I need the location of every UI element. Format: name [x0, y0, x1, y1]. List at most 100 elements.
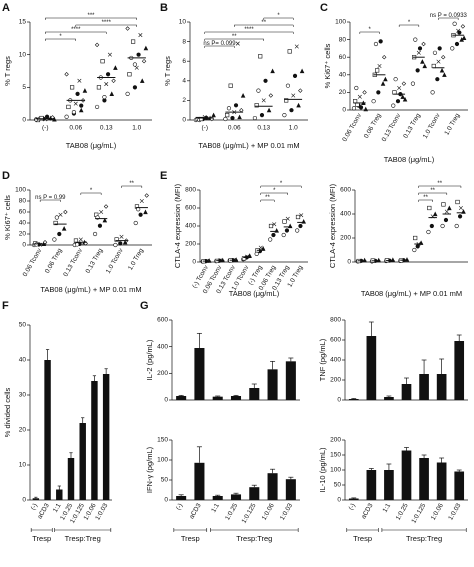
- group-bracket: [30, 528, 53, 532]
- y-tick-label: 30: [19, 392, 27, 399]
- point: [272, 222, 277, 227]
- point: [400, 94, 405, 99]
- point: [78, 107, 84, 113]
- point: [376, 90, 381, 95]
- y-tick-label: 80: [19, 198, 27, 205]
- significance-label: ***: [87, 13, 95, 19]
- point: [132, 62, 138, 67]
- point: [256, 88, 261, 93]
- significance-bracket: [45, 38, 76, 41]
- bar: [401, 450, 412, 500]
- point: [199, 116, 204, 122]
- y-tick-label: 100: [157, 457, 168, 464]
- point: [455, 199, 460, 205]
- point: [263, 78, 268, 83]
- y-tick-label: 200: [157, 370, 168, 377]
- point: [458, 205, 463, 211]
- y-axis-label: IFN-γ (pg/mL): [145, 446, 154, 493]
- x-axis-label: TAB08 (μg/mL): [229, 289, 280, 298]
- point: [377, 63, 382, 69]
- x-tick-label: 0.13 Tconv: [381, 112, 403, 143]
- point: [296, 102, 301, 108]
- y-tick-label: 50: [19, 322, 27, 329]
- point: [362, 90, 367, 95]
- point: [432, 50, 438, 55]
- point: [71, 110, 77, 115]
- x-tick-label: aCD3: [36, 502, 51, 520]
- point: [440, 54, 446, 60]
- x-tick-label: 0.13: [257, 125, 270, 132]
- point: [421, 41, 426, 47]
- bar: [348, 399, 359, 400]
- x-tick-label: 0.06 Treg: [363, 112, 383, 140]
- point: [225, 113, 230, 118]
- point: [284, 98, 289, 103]
- y-tick-label: 60: [19, 209, 27, 216]
- y-axis-label: IL-2 (pg/mL): [145, 339, 154, 380]
- point: [371, 99, 376, 104]
- y-tick-label: 0: [22, 497, 26, 504]
- point: [363, 106, 369, 112]
- group-label: Tresp: [32, 534, 51, 543]
- bar: [454, 471, 465, 500]
- point: [295, 228, 300, 233]
- point: [429, 223, 434, 229]
- y-tick-label: 15: [19, 19, 27, 26]
- bar: [249, 487, 260, 500]
- significance-bracket: [75, 24, 137, 27]
- point: [52, 116, 57, 122]
- significance-bracket: [45, 31, 107, 34]
- point: [383, 76, 388, 82]
- significance-bracket: [204, 31, 294, 34]
- point: [412, 247, 417, 253]
- point: [416, 50, 421, 55]
- significance-bracket: [398, 24, 420, 27]
- point: [125, 91, 130, 96]
- bar: [419, 374, 429, 400]
- y-axis-label: % T regs: [163, 56, 172, 86]
- point: [144, 193, 149, 198]
- point: [391, 103, 396, 108]
- x-tick-label: 0.06 Tconv: [341, 112, 363, 143]
- panel-label: G: [140, 300, 149, 312]
- significance-label: **: [437, 181, 442, 187]
- point: [75, 242, 80, 247]
- point: [97, 223, 103, 228]
- y-tick-label: 200: [185, 241, 196, 248]
- point: [94, 104, 100, 110]
- point: [254, 103, 259, 108]
- y-tick-label: 150: [157, 437, 168, 444]
- x-tick-label: 0.06 Tconv: [22, 247, 44, 278]
- point: [73, 101, 78, 106]
- point: [422, 63, 428, 69]
- point: [393, 77, 398, 82]
- point: [437, 46, 442, 51]
- point: [125, 26, 130, 31]
- y-tick-label: 800: [330, 317, 341, 324]
- bar: [267, 369, 278, 400]
- point: [282, 112, 287, 118]
- significance-bracket: [204, 38, 264, 41]
- x-tick-label: 1:0.125: [241, 502, 258, 525]
- y-tick-label: 400: [185, 223, 196, 230]
- point: [431, 63, 436, 69]
- significance-label: **: [261, 20, 266, 26]
- y-tick-label: 200: [330, 437, 341, 444]
- point: [298, 88, 303, 93]
- point: [132, 85, 138, 90]
- bar: [56, 489, 63, 500]
- point: [452, 21, 457, 26]
- significance-bracket: [260, 185, 302, 188]
- bar: [230, 494, 242, 500]
- y-tick-label: 0: [337, 497, 341, 504]
- point: [442, 72, 447, 77]
- point: [268, 93, 274, 98]
- point: [381, 54, 387, 60]
- point: [443, 217, 449, 223]
- point: [252, 115, 257, 121]
- y-tick-label: 40: [339, 72, 347, 79]
- point: [66, 104, 71, 110]
- point: [268, 237, 273, 242]
- y-tick-label: 100: [335, 19, 346, 26]
- x-tick-label: 1:1: [52, 502, 63, 514]
